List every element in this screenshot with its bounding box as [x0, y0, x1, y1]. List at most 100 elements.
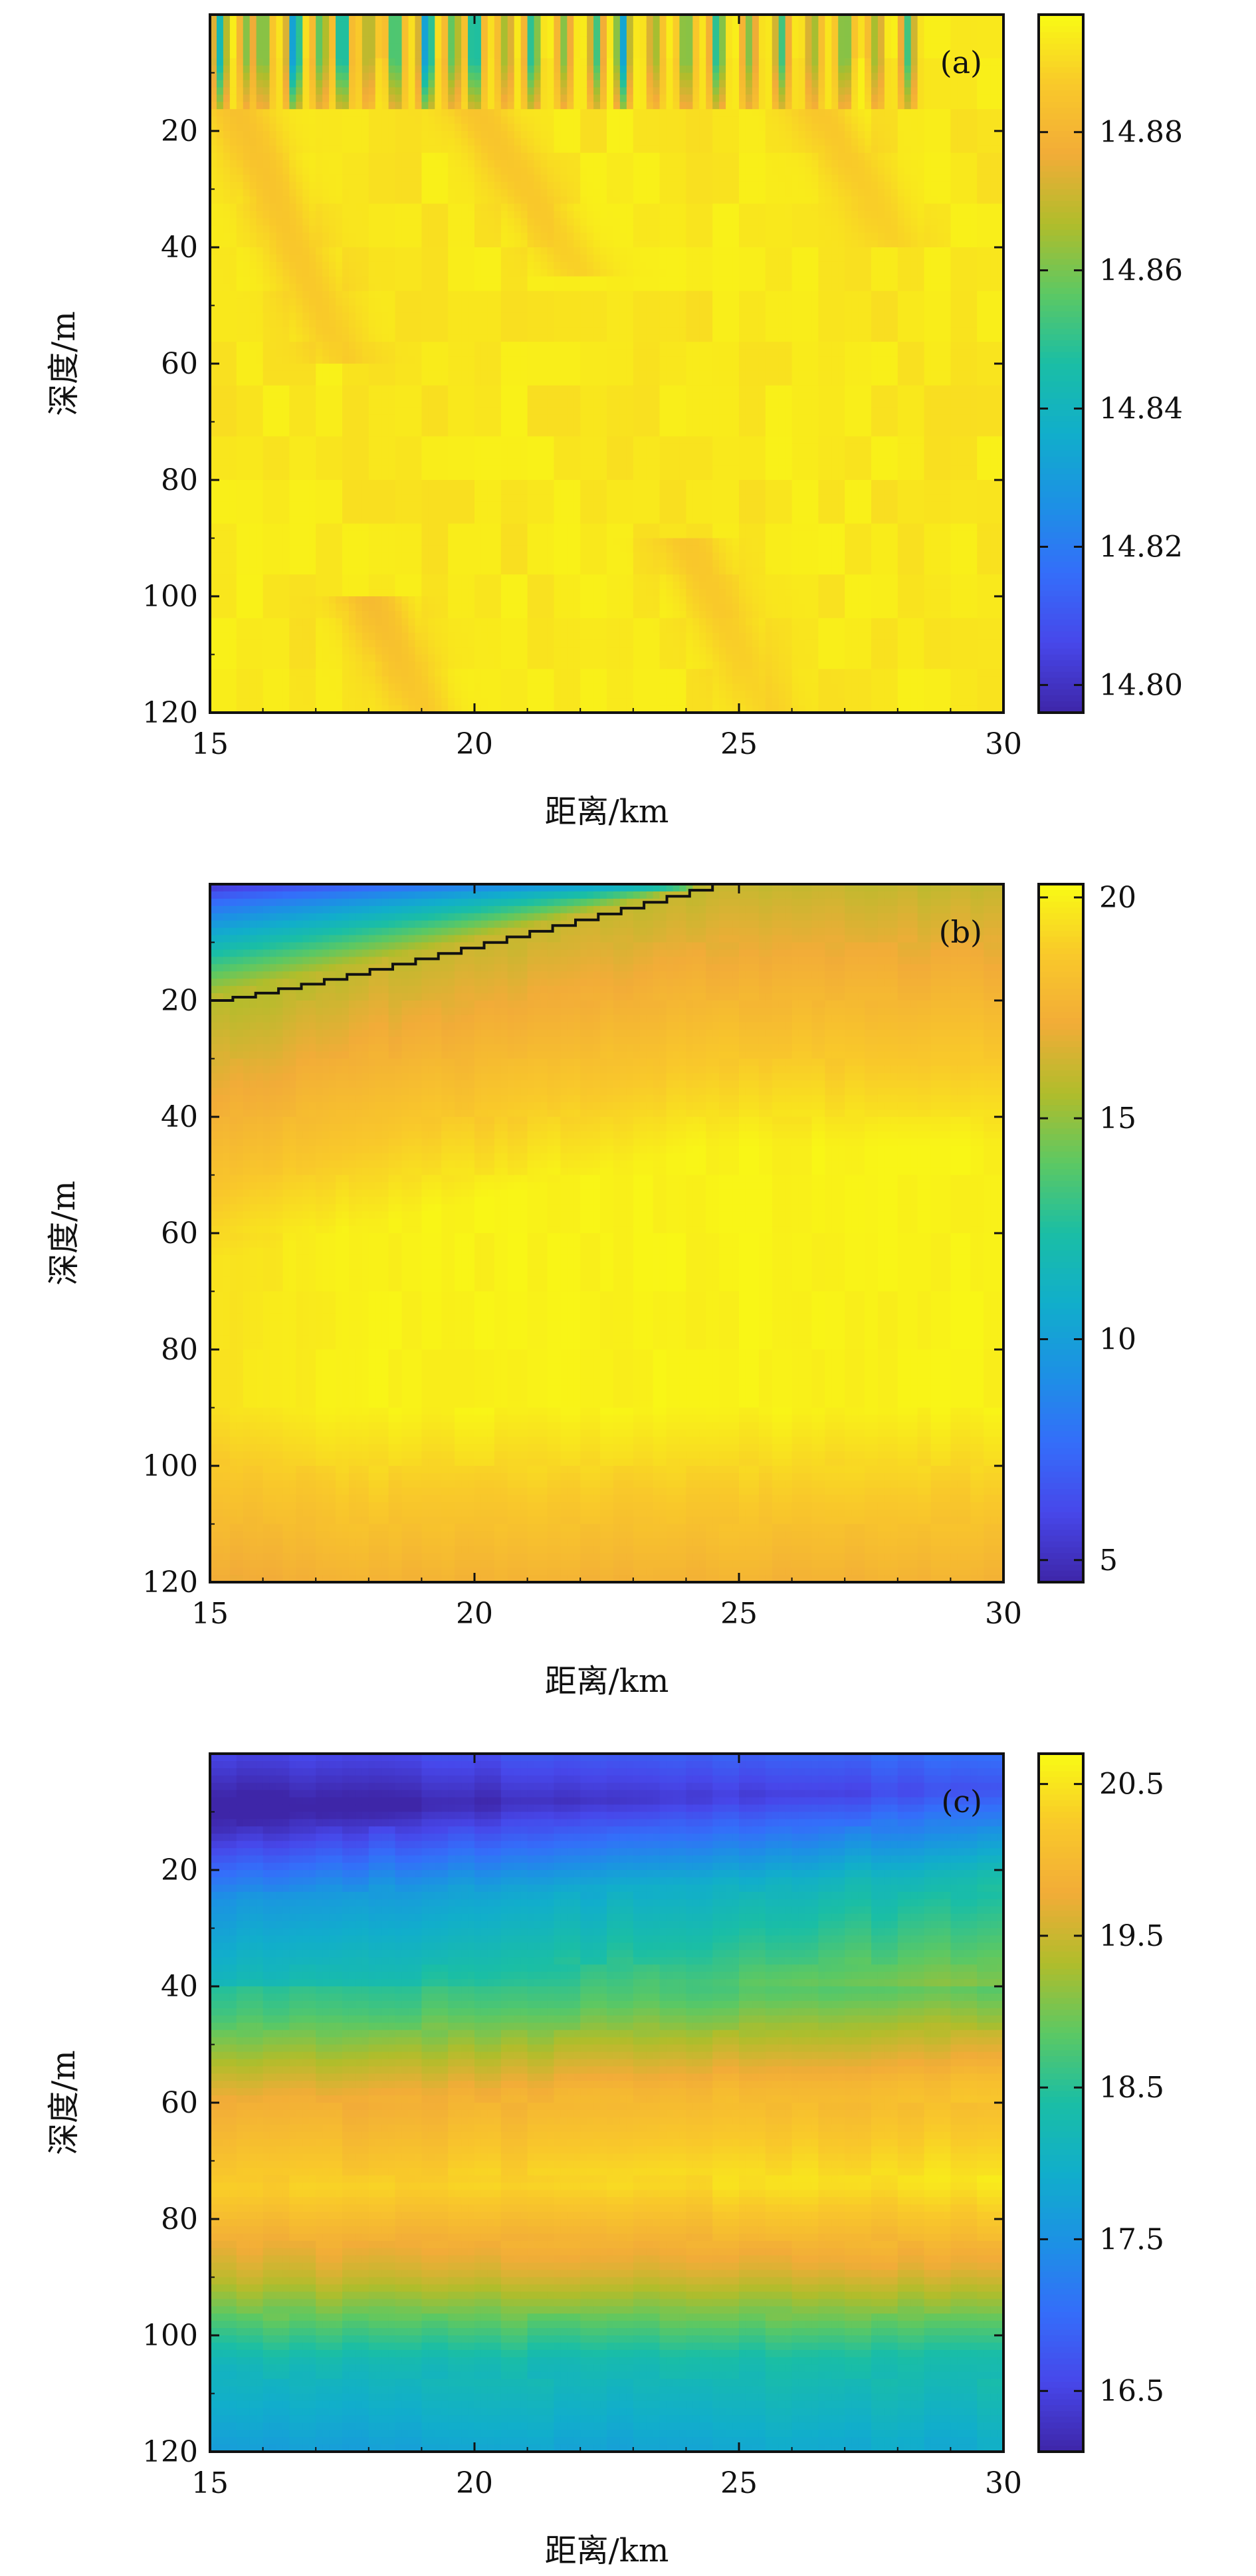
heatmap-cell: [461, 487, 469, 495]
heatmap-cell: [408, 21, 416, 30]
heatmap-cell: [435, 356, 442, 364]
heatmap-cell: [435, 392, 442, 401]
heatmap-cell: [269, 683, 277, 691]
heatmap-cell: [468, 189, 475, 197]
heatmap-cell: [415, 691, 422, 699]
heatmap-cell: [269, 385, 277, 394]
heatmap-cell: [355, 160, 363, 168]
heatmap-cell: [355, 640, 363, 648]
heatmap-cell: [243, 632, 251, 641]
heatmap-cell: [368, 233, 376, 241]
heatmap-cell: [223, 152, 231, 161]
heatmap-cell: [381, 305, 389, 314]
heatmap-cell: [494, 269, 502, 277]
heatmap-cell: [316, 196, 323, 204]
heatmap-cell: [474, 342, 482, 350]
heatmap-cell: [243, 465, 251, 473]
heatmap-cell: [388, 494, 396, 503]
heatmap-cell: [461, 530, 469, 539]
heatmap-cell: [210, 312, 217, 320]
heatmap-cell: [296, 312, 303, 320]
heatmap-cell: [262, 160, 270, 168]
heatmap-cell: [269, 109, 277, 117]
heatmap-cell: [395, 683, 403, 691]
heatmap-cell: [507, 473, 515, 481]
heatmap-cell: [520, 509, 528, 517]
heatmap-cell: [322, 305, 330, 314]
heatmap-cell: [229, 494, 237, 503]
heatmap-cell: [540, 138, 548, 146]
heatmap-cell: [455, 211, 462, 219]
heatmap-cell: [448, 131, 455, 139]
heatmap-cell: [507, 167, 515, 176]
heatmap-cell: [249, 669, 257, 677]
heatmap-cell: [282, 225, 290, 233]
heatmap-cell: [435, 152, 442, 161]
heatmap-cell: [540, 603, 548, 612]
heatmap-cell: [348, 58, 356, 66]
heatmap-cell: [302, 160, 310, 168]
heatmap-cell: [256, 552, 264, 560]
heatmap-cell: [428, 421, 435, 430]
heatmap-cell: [348, 233, 356, 241]
heatmap-cell: [487, 109, 495, 117]
heatmap-cell: [276, 225, 284, 233]
heatmap-cell: [520, 669, 528, 677]
heatmap-cell: [480, 443, 488, 451]
heatmap-cell: [441, 501, 449, 510]
heatmap-cell: [236, 545, 244, 553]
heatmap-cell: [507, 102, 515, 110]
heatmap-cell: [210, 247, 217, 255]
heatmap-cell: [534, 589, 542, 597]
heatmap-cell: [296, 181, 303, 190]
heatmap-cell: [348, 160, 356, 168]
heatmap-cell: [309, 51, 316, 59]
heatmap-cell: [388, 669, 396, 677]
heatmap-cell: [500, 298, 508, 306]
heatmap-cell: [210, 596, 217, 604]
heatmap-cell: [441, 509, 449, 517]
heatmap-cell: [468, 370, 475, 379]
heatmap-cell: [296, 356, 303, 364]
heatmap-cell: [316, 254, 323, 263]
heatmap-cell: [309, 334, 316, 342]
heatmap-cell: [455, 458, 462, 466]
heatmap-cell: [276, 443, 284, 451]
heatmap-cell: [368, 254, 376, 263]
heatmap-cell: [309, 392, 316, 401]
heatmap-cell: [428, 261, 435, 270]
heatmap-cell: [322, 349, 330, 357]
heatmap-cell: [249, 356, 257, 364]
heatmap-cell: [316, 530, 323, 539]
heatmap-cell: [494, 261, 502, 270]
heatmap-cell: [461, 116, 469, 124]
heatmap-cell: [388, 567, 396, 575]
heatmap-cell: [216, 589, 224, 597]
heatmap-cell: [322, 102, 330, 110]
heatmap-cell: [276, 298, 284, 306]
heatmap-cell: [494, 465, 502, 473]
heatmap-cell: [401, 407, 409, 415]
heatmap-cell: [381, 451, 389, 459]
heatmap-cell: [229, 378, 237, 386]
heatmap-cell: [210, 261, 217, 270]
heatmap-cell: [282, 523, 290, 532]
heatmap-cell: [428, 494, 435, 503]
heatmap-cell: [243, 683, 251, 691]
heatmap-cell: [547, 625, 554, 634]
heatmap-cell: [534, 458, 542, 466]
heatmap-cell: [547, 312, 554, 320]
heatmap-cell: [368, 436, 376, 444]
heatmap-cell: [375, 124, 383, 132]
heatmap-cell: [256, 661, 264, 669]
heatmap-cell: [309, 603, 316, 612]
heatmap-cell: [243, 29, 251, 37]
heatmap-cell: [461, 124, 469, 132]
heatmap-cell: [229, 94, 237, 102]
heatmap-cell: [461, 240, 469, 248]
heatmap-cell: [428, 247, 435, 255]
heatmap-cell: [362, 603, 369, 612]
heatmap-cell: [329, 261, 336, 270]
heatmap-cell: [474, 385, 482, 394]
heatmap-cell: [262, 436, 270, 444]
